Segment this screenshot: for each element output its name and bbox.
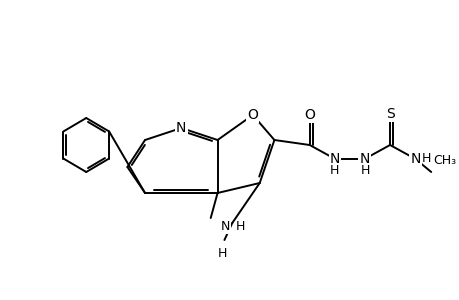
Text: N: N [409,152,420,166]
Text: CH₃: CH₃ [432,154,455,167]
Text: H: H [421,152,430,164]
Text: H: H [360,164,369,178]
Text: S: S [385,107,393,121]
Text: N: N [220,220,230,232]
Text: O: O [303,108,314,122]
Text: H: H [235,220,245,232]
Text: H: H [329,164,338,178]
Text: H: H [217,247,227,260]
Text: N: N [329,152,340,166]
Text: O: O [247,108,258,122]
Text: N: N [358,152,369,166]
Text: N: N [176,121,186,135]
